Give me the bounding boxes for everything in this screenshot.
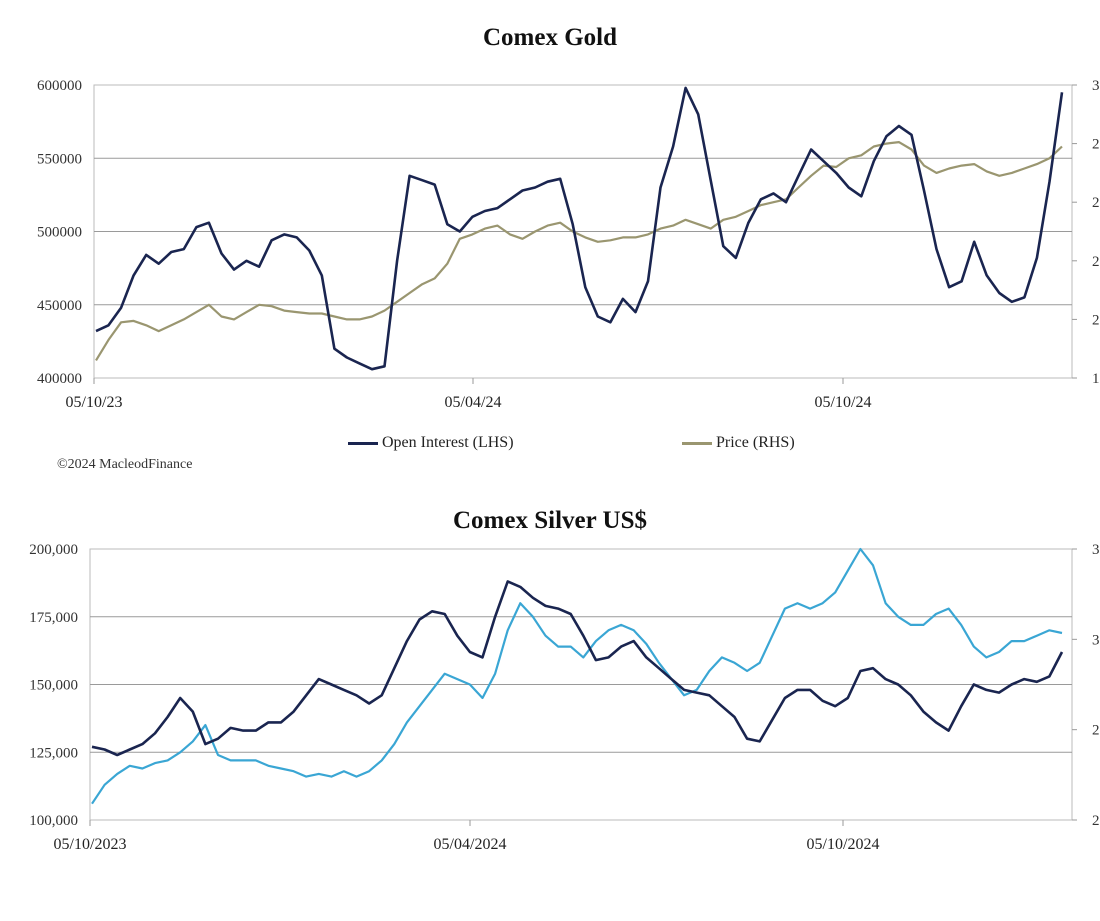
silver-chart-title: Comex Silver US$ — [453, 507, 647, 534]
gold-y-tick-right: 2 — [1092, 137, 1100, 153]
silver-y-tick-right: 2 — [1092, 723, 1100, 739]
gold-y-tick-left: 500000 — [37, 225, 82, 241]
silver-y-tick-right: 2 — [1092, 813, 1100, 829]
gold-y-tick-right: 2 — [1092, 254, 1100, 270]
silver-y-tick-left: 200,000 — [29, 542, 78, 558]
legend-price: Price (RHS) — [682, 434, 795, 452]
legend-navy-swatch — [348, 441, 378, 445]
silver-x-tick: 05/10/2023 — [54, 836, 127, 853]
copyright-credit: ©2024 MacleodFinance — [57, 457, 193, 472]
gold-y-tick-right: 3 — [1092, 78, 1100, 94]
silver-x-tick: 05/10/2024 — [807, 836, 880, 853]
gold-y-tick-left: 450000 — [37, 298, 82, 314]
gold-y-tick-right: 2 — [1092, 312, 1100, 328]
gold-chart-title: Comex Gold — [482, 24, 618, 51]
gold-x-tick: 05/10/23 — [66, 394, 123, 411]
legend-open-interest-label: Open Interest (LHS) — [382, 434, 514, 451]
silver-y-tick-left: 100,000 — [29, 813, 78, 829]
gold-x-tick: 05/10/24 — [815, 394, 872, 411]
gold-y-tick-left: 550000 — [37, 151, 82, 167]
gold-series-secondary-line — [95, 141, 1063, 361]
silver-y-tick-right: 3 — [1092, 632, 1100, 648]
legend-khaki-swatch — [682, 441, 712, 445]
gold-x-tick: 05/04/24 — [445, 394, 502, 411]
legend-open-interest: Open Interest (LHS) — [348, 434, 514, 452]
gold-y-tick-right: 2 — [1092, 195, 1100, 211]
gold-series-primary-line — [95, 86, 1064, 371]
gold-y-tick-left: 600000 — [37, 78, 82, 94]
silver-series-primary-line — [91, 580, 1064, 757]
silver-x-tick: 05/04/2024 — [434, 836, 507, 853]
silver-y-tick-left: 150,000 — [29, 678, 78, 694]
silver-y-tick-left: 125,000 — [29, 745, 78, 761]
silver-y-tick-right: 3 — [1092, 542, 1100, 558]
gold-y-tick-right: 1 — [1092, 371, 1100, 387]
legend-price-label: Price (RHS) — [716, 434, 795, 451]
silver-y-tick-left: 175,000 — [29, 610, 78, 626]
gold-y-tick-left: 400000 — [37, 371, 82, 387]
silver-series-secondary-line — [91, 547, 1063, 805]
